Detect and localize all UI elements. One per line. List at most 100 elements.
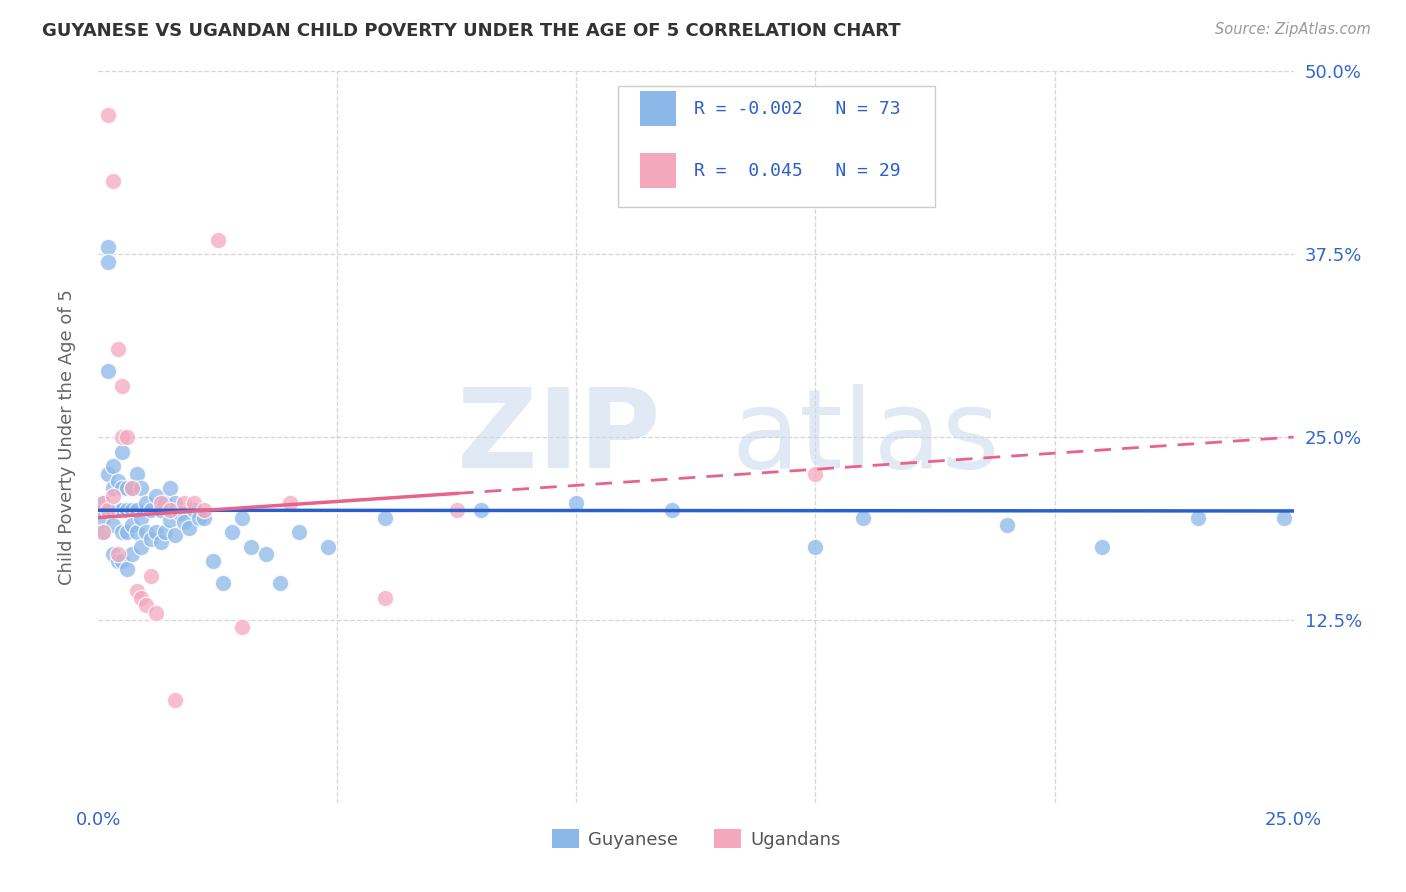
- Point: [131, 540, 153, 554]
- Point: [107, 554, 129, 568]
- Point: [101, 481, 124, 495]
- Point: [155, 496, 177, 510]
- Point: [316, 540, 339, 554]
- Point: [97, 364, 120, 378]
- Point: [101, 174, 124, 188]
- Point: [121, 481, 143, 495]
- Point: [131, 510, 153, 524]
- Point: [145, 525, 167, 540]
- Point: [163, 528, 186, 542]
- Point: [97, 254, 120, 268]
- Point: [107, 503, 129, 517]
- Point: [145, 606, 167, 620]
- Point: [111, 481, 134, 495]
- Point: [278, 496, 301, 510]
- Point: [121, 481, 143, 495]
- Text: ZIP: ZIP: [457, 384, 661, 491]
- Point: [211, 576, 233, 591]
- Point: [111, 379, 134, 393]
- Point: [91, 510, 114, 524]
- FancyBboxPatch shape: [619, 86, 935, 207]
- Point: [139, 569, 162, 583]
- Point: [183, 503, 205, 517]
- Point: [91, 496, 114, 510]
- Point: [202, 554, 225, 568]
- Point: [125, 503, 148, 517]
- Text: atlas: atlas: [733, 384, 1000, 491]
- Point: [187, 510, 209, 524]
- FancyBboxPatch shape: [640, 153, 676, 188]
- Point: [221, 525, 243, 540]
- Point: [101, 489, 124, 503]
- Point: [97, 503, 120, 517]
- Point: [852, 510, 875, 524]
- Point: [121, 517, 143, 532]
- Point: [374, 591, 396, 605]
- Point: [97, 108, 120, 122]
- Point: [179, 521, 201, 535]
- Point: [125, 583, 148, 598]
- Point: [111, 525, 134, 540]
- Point: [565, 496, 588, 510]
- Point: [470, 503, 492, 517]
- Text: GUYANESE VS UGANDAN CHILD POVERTY UNDER THE AGE OF 5 CORRELATION CHART: GUYANESE VS UGANDAN CHILD POVERTY UNDER …: [42, 22, 901, 40]
- Point: [135, 599, 157, 613]
- Point: [101, 547, 124, 561]
- Point: [115, 430, 138, 444]
- Point: [145, 489, 167, 503]
- Point: [149, 496, 172, 510]
- Point: [111, 554, 134, 568]
- Point: [97, 240, 120, 254]
- Point: [1272, 510, 1295, 524]
- Point: [125, 525, 148, 540]
- Point: [97, 467, 120, 481]
- Point: [995, 517, 1018, 532]
- Point: [101, 517, 124, 532]
- Point: [231, 620, 253, 634]
- Point: [240, 540, 263, 554]
- Point: [804, 540, 827, 554]
- Point: [661, 503, 683, 517]
- Point: [135, 525, 157, 540]
- Point: [131, 481, 153, 495]
- Point: [139, 503, 162, 517]
- Point: [193, 510, 215, 524]
- Point: [107, 474, 129, 488]
- Point: [115, 481, 138, 495]
- Point: [107, 547, 129, 561]
- Point: [121, 547, 143, 561]
- Point: [135, 496, 157, 510]
- Point: [1187, 510, 1209, 524]
- Text: R = -0.002   N = 73: R = -0.002 N = 73: [693, 100, 900, 118]
- Point: [159, 503, 181, 517]
- Point: [101, 459, 124, 474]
- Point: [111, 444, 134, 458]
- Point: [115, 562, 138, 576]
- Point: [269, 576, 291, 591]
- Point: [159, 481, 181, 495]
- Point: [121, 503, 143, 517]
- Point: [91, 496, 114, 510]
- Point: [155, 525, 177, 540]
- Point: [159, 513, 181, 527]
- Point: [139, 533, 162, 547]
- Text: R =  0.045   N = 29: R = 0.045 N = 29: [693, 161, 900, 180]
- Legend: Guyanese, Ugandans: Guyanese, Ugandans: [544, 822, 848, 856]
- Point: [107, 343, 129, 357]
- Point: [149, 535, 172, 549]
- Point: [169, 506, 191, 520]
- Point: [1091, 540, 1114, 554]
- Point: [131, 591, 153, 605]
- Point: [374, 510, 396, 524]
- Point: [91, 525, 114, 540]
- Point: [231, 510, 253, 524]
- Point: [193, 503, 215, 517]
- Point: [254, 547, 277, 561]
- FancyBboxPatch shape: [640, 91, 676, 127]
- Point: [163, 693, 186, 707]
- Point: [446, 503, 468, 517]
- Point: [111, 503, 134, 517]
- Point: [173, 515, 195, 529]
- Point: [115, 503, 138, 517]
- Point: [183, 496, 205, 510]
